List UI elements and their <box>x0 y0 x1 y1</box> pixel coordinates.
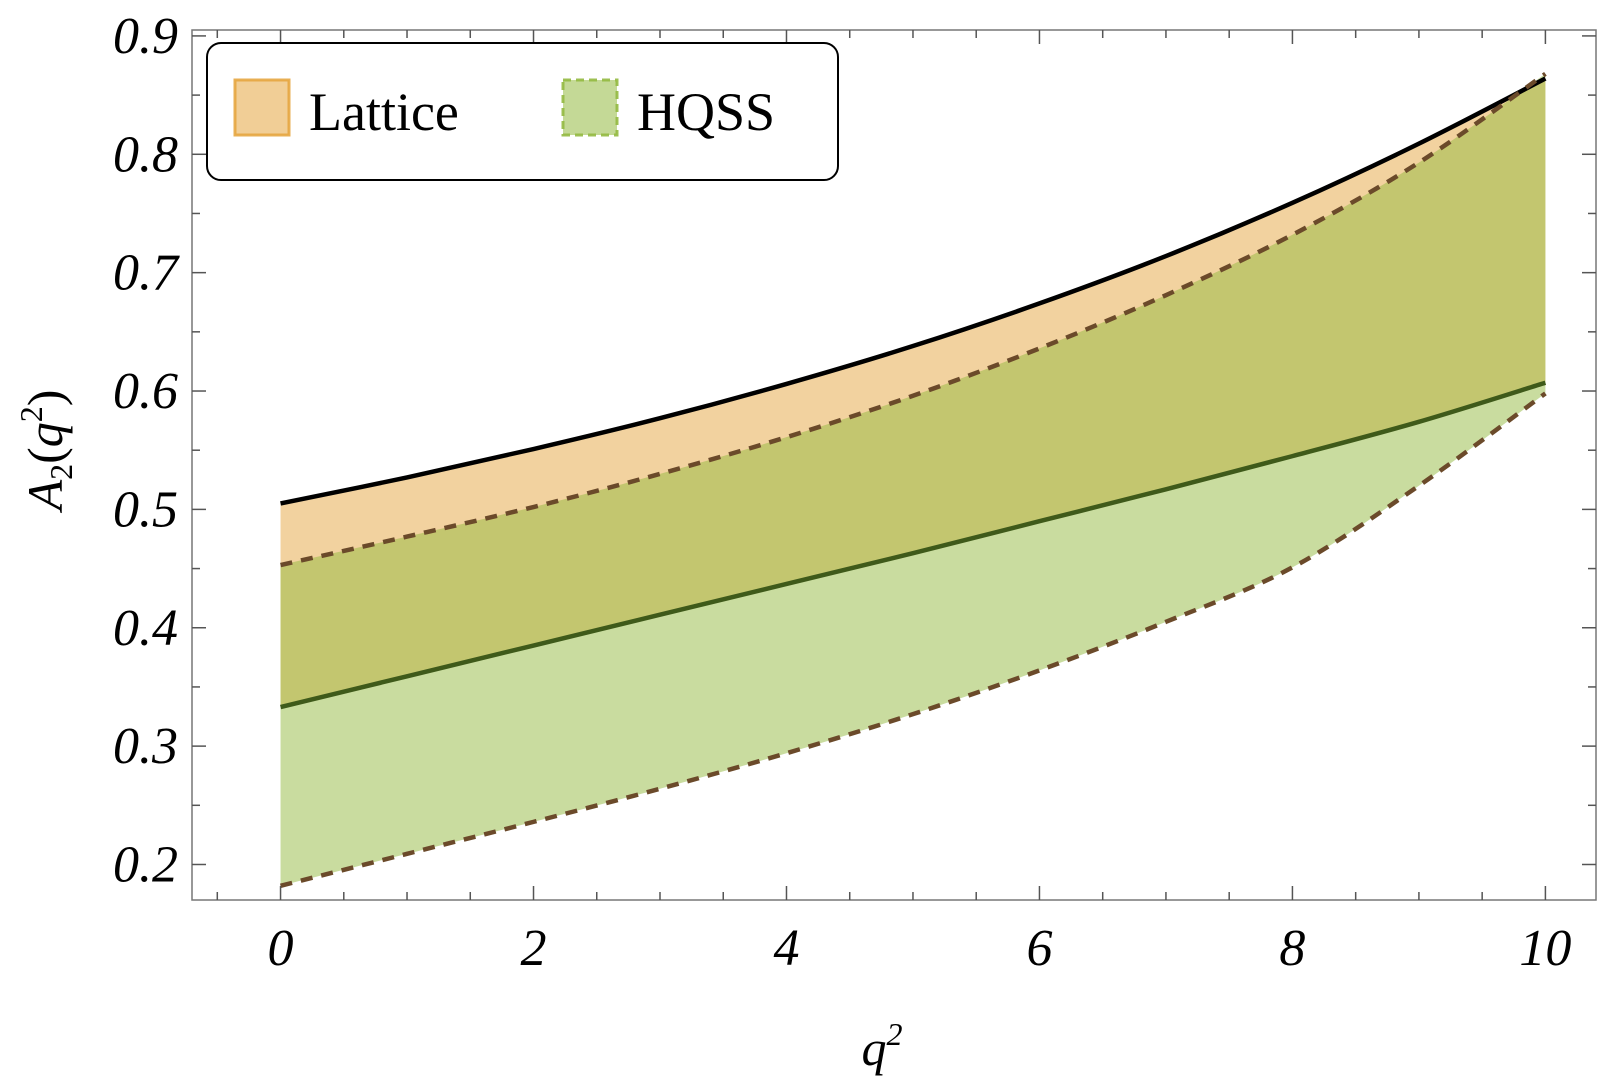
y-axis-label: A2(q2) <box>13 390 79 514</box>
y-tick-label: 0.2 <box>113 836 178 893</box>
bands-layer <box>280 73 1546 886</box>
legend-swatch-hqss <box>561 78 619 137</box>
x-tick-label: 2 <box>521 920 547 977</box>
x-tick-label: 10 <box>1519 920 1571 977</box>
line-lattice-upper <box>280 76 1547 506</box>
y-tick-label: 0.3 <box>113 718 178 775</box>
plot-frame <box>191 29 1597 901</box>
legend-label-lattice: Lattice <box>309 82 459 142</box>
ticks-layer <box>192 30 1596 900</box>
x-tick-label: 4 <box>773 920 799 977</box>
y-tick-label: 0.6 <box>113 363 178 420</box>
lines-layer <box>279 71 1547 888</box>
y-tick-label: 0.7 <box>113 245 180 302</box>
legend-swatch-lattice <box>233 78 291 137</box>
y-tick-label: 0.4 <box>113 600 178 657</box>
y-tick-label: 0.8 <box>113 126 178 183</box>
x-tick-label: 6 <box>1026 920 1052 977</box>
legend-box <box>206 42 839 181</box>
line-hqss-lower <box>279 391 1547 888</box>
x-tick-label: 0 <box>268 920 294 977</box>
y-tick-label: 0.9 <box>113 8 178 65</box>
x-tick-label: 8 <box>1279 920 1305 977</box>
line-hqss-upper <box>280 71 1547 568</box>
band-hqss <box>280 73 1546 886</box>
legend: Lattice HQSS <box>206 42 839 181</box>
tick-labels-layer: 0 2 4 6 8 10 0.2 0.3 0.4 0.5 0.6 0.7 0.8 0.9 <box>113 8 1571 977</box>
y-tick-label: 0.5 <box>113 481 178 538</box>
x-axis-label: q2 <box>862 1016 903 1076</box>
legend-label-hqss: HQSS <box>637 82 775 142</box>
line-lattice-lower <box>280 380 1547 710</box>
